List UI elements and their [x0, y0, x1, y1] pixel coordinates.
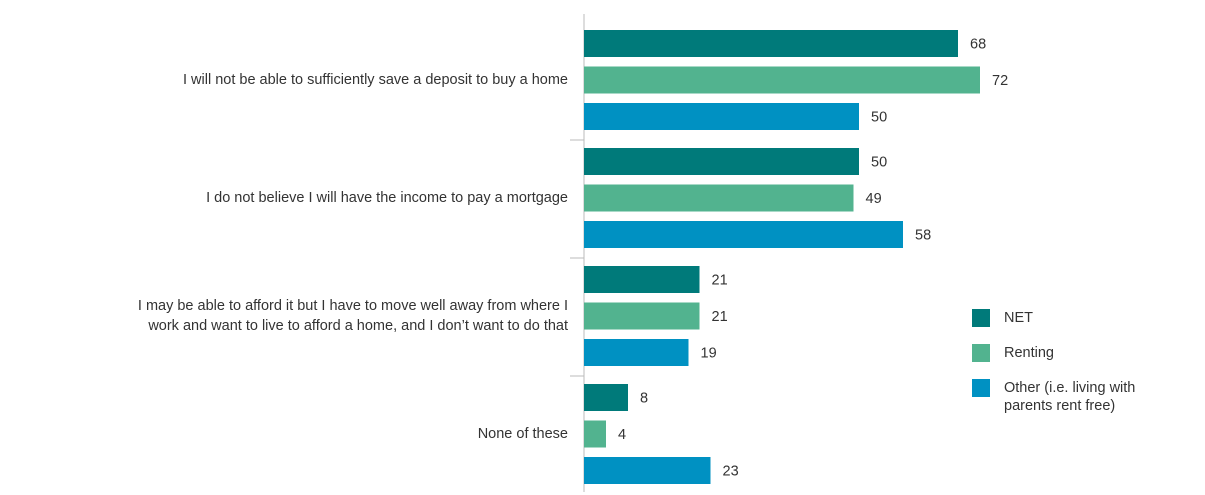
value-label: 49 [866, 191, 882, 207]
value-label: 58 [915, 227, 931, 243]
value-label: 21 [712, 309, 728, 325]
bar [584, 66, 980, 94]
category-label: I may be able to afford it but I have to… [138, 298, 568, 334]
category-label: I do not believe I will have the income … [206, 190, 568, 206]
bar [584, 384, 628, 411]
category-label: I will not be able to sufficiently save … [183, 72, 568, 88]
value-label: 68 [970, 36, 986, 52]
value-label: 50 [871, 109, 887, 125]
legend-label: Other (i.e. living with parents rent free… [1004, 380, 1135, 414]
bar [584, 420, 606, 448]
legend-swatch [972, 309, 990, 327]
value-label: 8 [640, 390, 648, 406]
legend-label: NET [1004, 310, 1033, 326]
value-label: 21 [712, 272, 728, 288]
value-label: 72 [992, 73, 1008, 89]
legend-swatch [972, 344, 990, 362]
bar [584, 457, 711, 484]
bar [584, 148, 859, 175]
legend-label: Renting [1004, 345, 1054, 361]
value-label: 23 [723, 463, 739, 479]
bar [584, 302, 700, 330]
bar [584, 221, 903, 248]
bar [584, 184, 854, 212]
bar [584, 30, 958, 57]
bar [584, 339, 689, 366]
category-label: None of these [478, 426, 568, 442]
value-label: 19 [701, 345, 717, 361]
legend-swatch [972, 379, 990, 397]
value-label: 50 [871, 154, 887, 170]
value-label: 4 [618, 427, 626, 443]
bar [584, 266, 700, 293]
bar [584, 103, 859, 130]
